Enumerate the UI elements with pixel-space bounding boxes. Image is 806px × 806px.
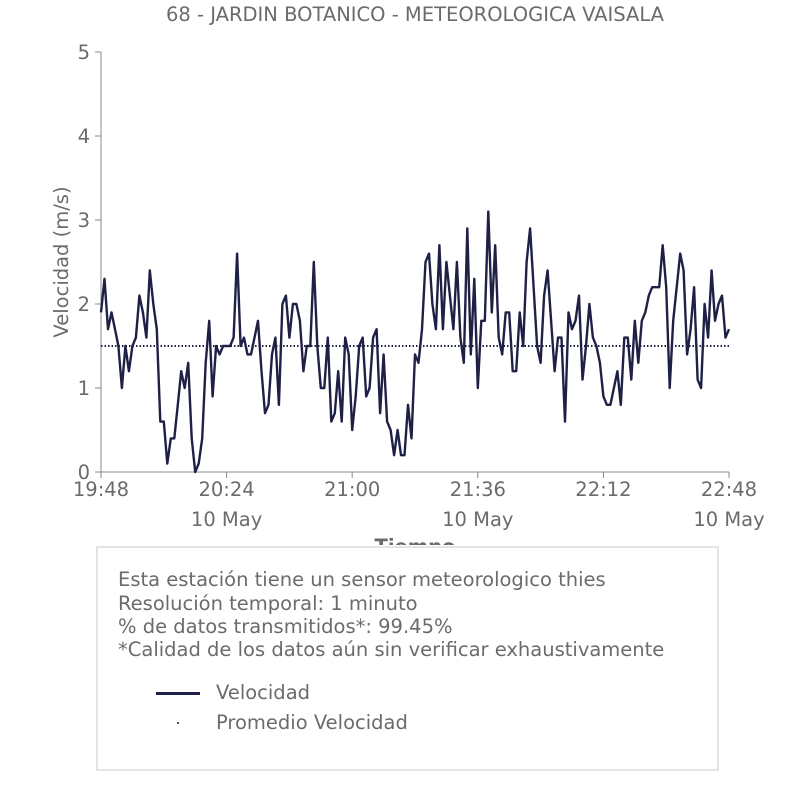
temporal-resolution-text: Resolución temporal: 1 minuto <box>118 592 418 615</box>
x-tick-label: 21:36 <box>450 478 506 501</box>
station-sensor-text: Esta estación tiene un sensor meteorolog… <box>118 568 606 591</box>
x-tick-label: 20:24 <box>198 478 254 501</box>
x-tick-date-label: 10 May <box>191 508 262 531</box>
legend-label-velocidad: Velocidad <box>216 681 311 704</box>
y-ticks: 0 1 2 3 4 5 <box>78 41 101 484</box>
x-axis-label: Tiempo <box>375 535 456 545</box>
legend-item-promedio[interactable]: Promedio Velocidad <box>156 709 476 737</box>
x-tick-date-label: 10 May <box>442 508 513 531</box>
x-tick-label: 22:48 <box>701 478 757 501</box>
x-tick-label: 21:00 <box>324 478 380 501</box>
y-tick-label: 2 <box>78 293 90 316</box>
y-tick-label: 0 <box>78 461 90 484</box>
speed-series-line <box>99 210 731 474</box>
y-tick-label: 4 <box>78 125 90 148</box>
series-group <box>99 210 731 474</box>
transmitted-data-text: % de datos transmitidos*: 99.45% <box>118 615 453 638</box>
x-ticks: 19:48 20:24 10 May 21:00 21:36 10 May 22:12 22:… <box>73 472 765 531</box>
x-tick-date-label: 10 May <box>693 508 764 531</box>
legend-dotted-swatch <box>156 722 200 725</box>
chart-title: 68 - JARDIN BOTANICO - METEOROLOGICA VAI… <box>166 3 665 26</box>
x-tick-label: 19:48 <box>73 478 129 501</box>
axes <box>100 52 729 473</box>
quality-note-text: *Calidad de los datos aún sin verificar … <box>118 638 665 661</box>
y-tick-label: 5 <box>78 41 90 64</box>
wind-speed-chart: 68 - JARDIN BOTANICO - METEOROLOGICA VAI… <box>50 3 765 545</box>
info-box: Esta estación tiene un sensor meteorolog… <box>96 546 719 771</box>
legend-label-promedio: Promedio Velocidad <box>216 711 408 734</box>
x-tick-label: 22:12 <box>575 478 631 501</box>
y-tick-label: 1 <box>78 377 90 400</box>
legend-line-swatch <box>156 692 200 695</box>
y-axis-label: Velocidad (m/s) <box>50 186 73 337</box>
y-tick-label: 3 <box>78 209 90 232</box>
legend-item-velocidad[interactable]: Velocidad <box>156 679 476 707</box>
